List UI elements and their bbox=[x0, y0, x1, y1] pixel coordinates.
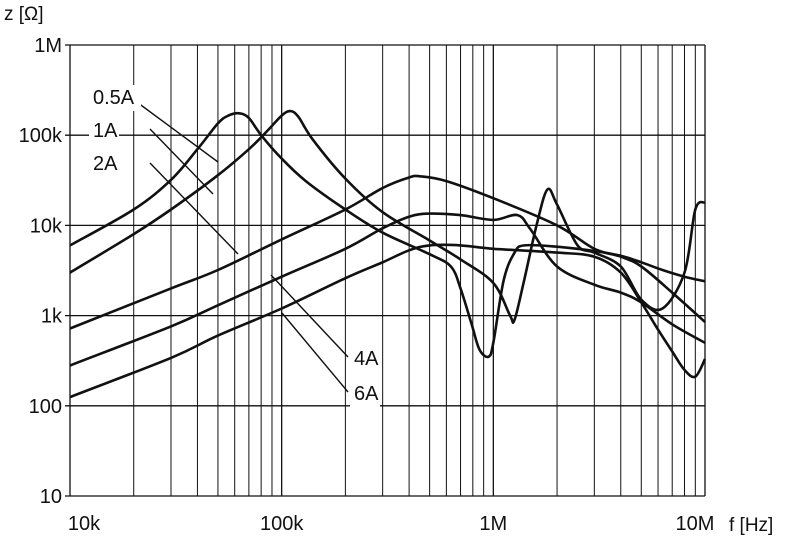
x-tick-label: 100k bbox=[260, 513, 304, 535]
series-label-bg bbox=[350, 381, 380, 407]
series-label-bg bbox=[350, 346, 380, 372]
series-line-6A bbox=[69, 243, 707, 399]
y-tick-label: 100 bbox=[29, 396, 62, 418]
series-label-1A: 1A bbox=[93, 120, 118, 142]
series-label-2A: 2A bbox=[93, 153, 118, 175]
leader-line-4A bbox=[270, 274, 349, 358]
y-tick-label: 10 bbox=[40, 486, 62, 508]
series-line-1A bbox=[69, 109, 706, 324]
y-tick-label: 1M bbox=[34, 35, 62, 57]
series-line-4A bbox=[69, 212, 706, 367]
leader-line-6A bbox=[281, 312, 349, 393]
series-label-6A: 6A bbox=[354, 383, 379, 405]
y-tick-label: 10k bbox=[30, 215, 63, 237]
y-tick-label: 100k bbox=[19, 125, 63, 147]
series-label-4A: 4A bbox=[354, 348, 379, 370]
series-line-0-5A bbox=[69, 111, 706, 359]
leader-line-2A bbox=[149, 162, 239, 255]
series-layer bbox=[69, 109, 707, 399]
leader-line-1A bbox=[149, 128, 214, 195]
series-labels: 0.5A 1A 2A 4A 6A bbox=[89, 85, 380, 407]
series-label-bg bbox=[89, 151, 119, 177]
series-label-bg bbox=[89, 118, 119, 144]
series-label-0-5A: 0.5A bbox=[93, 87, 135, 109]
x-axis-title: f [Hz] bbox=[729, 515, 773, 536]
x-tick-label: 10k bbox=[68, 513, 101, 535]
y-tick-label: 1k bbox=[41, 306, 63, 328]
leader-line-0-5A bbox=[129, 96, 219, 163]
tick-labels: 10 100 1k 10k 100k 1M 10k 100k 1M 10M bbox=[19, 35, 715, 535]
leader-lines bbox=[129, 96, 349, 393]
y-axis-title: z [Ω] bbox=[4, 4, 44, 25]
x-tick-label: 10M bbox=[676, 513, 715, 535]
x-tick-label: 1M bbox=[479, 513, 507, 535]
series-label-bg bbox=[89, 85, 141, 111]
grid-lines bbox=[65, 44, 706, 497]
series-line-2A bbox=[69, 174, 706, 330]
